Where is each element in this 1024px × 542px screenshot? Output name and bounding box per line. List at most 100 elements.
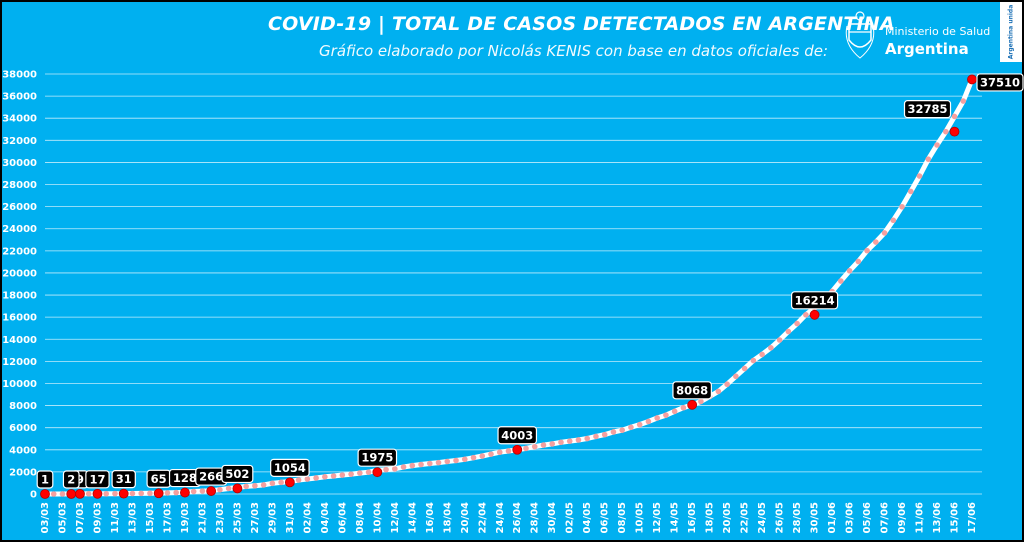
- y-tick-label: 36000: [2, 92, 37, 103]
- data-point: [59, 491, 66, 497]
- data-point: [409, 462, 416, 469]
- x-tick-label: 14/04: [407, 502, 418, 534]
- highlight-point: [967, 74, 977, 85]
- x-tick-label: 16/05: [687, 502, 698, 534]
- x-tick-label: 15/06: [950, 502, 961, 534]
- data-point: [392, 466, 398, 472]
- x-tick-group: 08/04: [355, 502, 366, 534]
- x-tick-label: 30/04: [547, 502, 558, 534]
- x-tick-label: 24/04: [495, 502, 506, 534]
- x-tick-group: 18/05: [705, 502, 716, 534]
- data-point: [435, 459, 442, 466]
- x-tick-label: 15/03: [145, 502, 156, 534]
- y-tick-label: 16000: [2, 313, 37, 324]
- data-point: [864, 247, 870, 254]
- chart-subtitle: Gráfico elaborado por Nicolás KENIS con …: [319, 42, 828, 60]
- x-tick-group: 06/05: [600, 502, 611, 534]
- x-tick-label: 24/05: [757, 502, 768, 534]
- y-tick-label: 22000: [2, 246, 37, 257]
- x-tick-group: 26/05: [775, 502, 786, 534]
- data-label: 65: [151, 472, 167, 486]
- data-point: [348, 471, 354, 477]
- data-label-box: [62, 470, 80, 489]
- x-tick-label: 20/04: [460, 502, 471, 534]
- x-tick-group: 09/06: [897, 502, 908, 534]
- x-tick-label: 22/04: [477, 502, 488, 534]
- x-tick-label: 25/03: [232, 502, 243, 534]
- data-point: [523, 445, 529, 452]
- x-tick-group: 16/05: [687, 502, 698, 534]
- data-point: [295, 477, 302, 483]
- data-label: 9: [76, 472, 84, 486]
- x-tick-label: 01/06: [827, 502, 838, 534]
- x-tick-label: 23/03: [215, 502, 226, 534]
- data-point: [593, 433, 599, 440]
- coat-of-arms-icon: [845, 11, 875, 59]
- data-label: 1: [41, 472, 49, 486]
- x-tick-label: 21/03: [197, 502, 208, 534]
- x-tick-group: 22/04: [477, 502, 488, 534]
- data-point: [934, 142, 940, 148]
- ministry-label: Ministerio de Salud: [885, 25, 991, 38]
- x-tick-label: 28/05: [792, 502, 803, 534]
- x-tick-label: 12/04: [390, 502, 401, 534]
- x-tick-group: 16/04: [425, 502, 436, 534]
- y-tick-label: 38000: [2, 70, 37, 81]
- x-tick-label: 08/04: [355, 502, 366, 534]
- data-point: [147, 490, 153, 497]
- data-point: [645, 418, 652, 425]
- data-point: [173, 489, 179, 496]
- data-point: [873, 239, 879, 245]
- data-point: [217, 486, 223, 493]
- ministry-logo: Ministerio de Salud Argentina: [845, 10, 990, 66]
- data-point: [803, 311, 809, 318]
- y-tick-label: 30000: [2, 158, 37, 169]
- y-tick-label: 10000: [2, 379, 37, 390]
- data-point: [942, 128, 949, 135]
- data-label-box: [903, 100, 952, 119]
- x-tick-label: 11/06: [915, 502, 926, 534]
- highlight-point: [687, 399, 698, 410]
- highlight-point: [66, 489, 77, 499]
- data-point: [741, 365, 748, 372]
- data-label-box: [672, 381, 712, 400]
- highlight-point: [180, 487, 190, 498]
- data-point: [715, 388, 722, 395]
- data-point: [584, 435, 591, 442]
- highlight-point: [232, 483, 243, 494]
- data-point: [103, 490, 110, 497]
- x-tick-label: 30/05: [810, 502, 821, 534]
- x-tick-group: 01/06: [827, 502, 838, 534]
- y-tick-label: 28000: [2, 180, 37, 191]
- data-point: [575, 437, 582, 443]
- y-tick-label: 24000: [2, 224, 37, 235]
- x-tick-group: 14/05: [670, 502, 681, 534]
- x-tick-label: 31/03: [285, 502, 296, 534]
- y-tick-label: 4000: [9, 445, 37, 456]
- x-tick-group: 12/04: [390, 502, 401, 534]
- data-point: [400, 464, 407, 470]
- data-point: [339, 472, 346, 478]
- data-point: [531, 443, 538, 450]
- data-label: 266: [199, 470, 223, 484]
- data-point: [357, 470, 363, 476]
- data-point: [243, 483, 249, 490]
- x-tick-label: 06/04: [337, 502, 348, 534]
- x-tick-group: 27/03: [250, 502, 261, 534]
- x-tick-group: 31/03: [285, 502, 296, 534]
- highlight-point: [75, 489, 85, 499]
- x-tick-group: 08/05: [617, 502, 628, 534]
- data-point: [899, 203, 905, 210]
- data-point: [418, 461, 424, 468]
- highlight-point: [118, 488, 129, 499]
- data-point: [698, 398, 704, 405]
- x-tick-label: 09/06: [897, 502, 908, 534]
- data-point: [881, 230, 888, 236]
- data-point: [496, 449, 503, 456]
- x-tick-label: 27/03: [250, 502, 261, 534]
- x-tick-label: 12/05: [652, 502, 663, 534]
- x-tick-label: 02/04: [302, 502, 313, 534]
- x-tick-label: 13/06: [932, 502, 943, 534]
- data-point: [85, 491, 92, 497]
- data-label: 502: [225, 467, 249, 481]
